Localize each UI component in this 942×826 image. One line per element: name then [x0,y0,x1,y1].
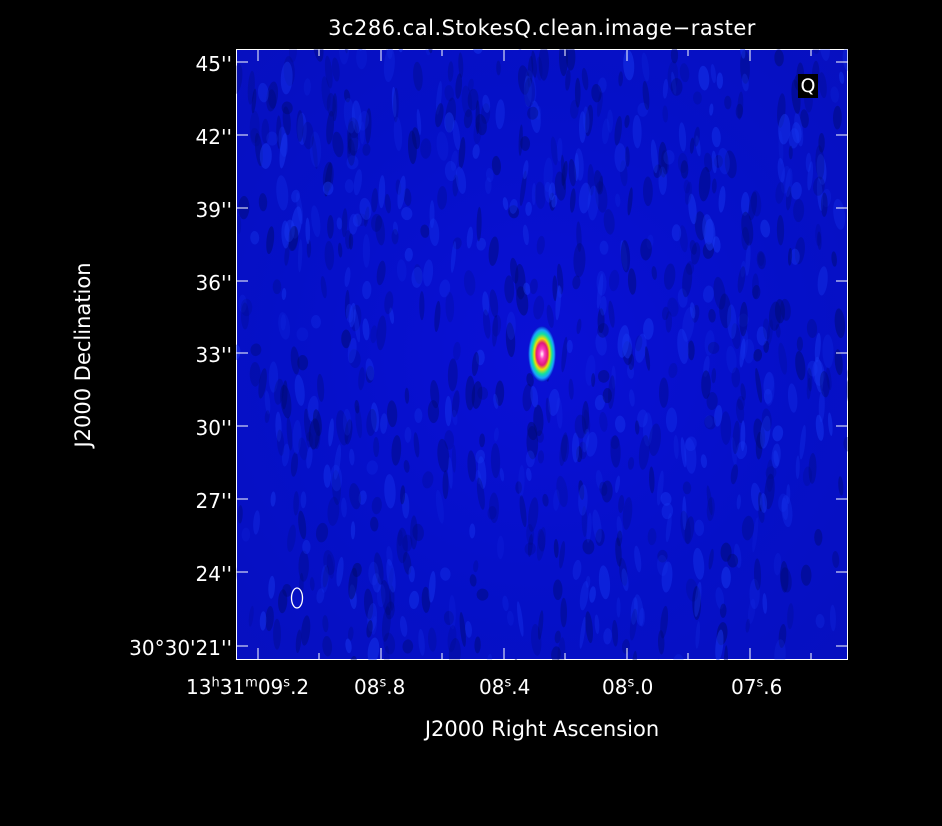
x-tick-label: 08s.8 [354,675,406,699]
y-tick-label: 24'' [195,562,232,586]
x-tick-label: 07s.6 [731,675,783,699]
x-axis-title: J2000 Right Ascension [424,717,660,741]
y-tick-label: 30°30'21'' [129,636,232,660]
image-raster-overlay [236,49,848,660]
y-tick-label: 42'' [195,125,232,149]
y-tick-label: 27'' [195,489,232,513]
x-tick-label: 08s.4 [479,675,531,699]
source-peak [528,326,556,382]
x-tick-label: 13h31m09s.2 [186,675,310,699]
beam-ellipse [290,587,304,609]
y-tick-label: 33'' [195,343,232,367]
y-tick-label: 30'' [195,416,232,440]
y-axis-title: J2000 Declination [71,262,95,448]
x-tick-label: 08s.0 [602,675,654,699]
y-tick-label: 45'' [195,52,232,76]
stokes-label: Q [798,74,818,98]
y-tick-label: 39'' [195,198,232,222]
y-tick-label: 36'' [195,271,232,295]
image-title: 3c286.cal.StokesQ.clean.image−raster [328,16,756,40]
